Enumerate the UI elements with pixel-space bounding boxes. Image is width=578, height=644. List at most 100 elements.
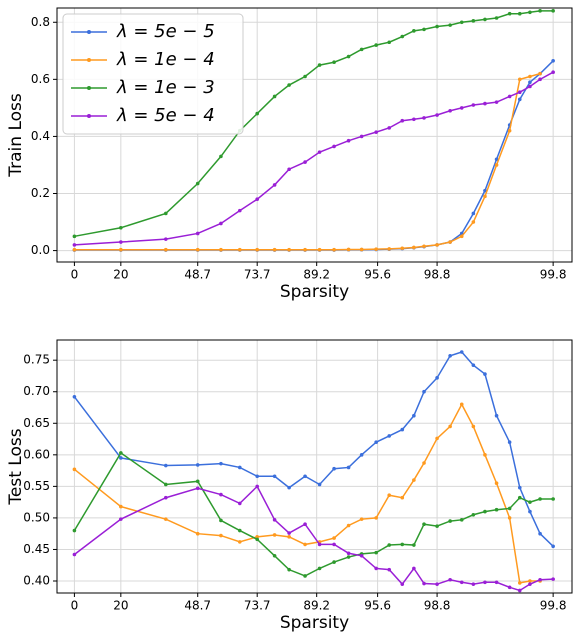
data-point	[387, 247, 392, 251]
data-point	[119, 247, 123, 252]
data-point	[387, 543, 392, 547]
data-point	[119, 225, 123, 230]
series-line	[73, 351, 554, 547]
data-point	[471, 582, 476, 586]
data-point	[72, 234, 77, 239]
data-point	[507, 11, 512, 16]
data-point	[332, 466, 336, 471]
x-tick-label: 99.8	[540, 268, 567, 282]
data-point	[507, 94, 512, 99]
data-point	[528, 74, 532, 79]
series-line	[74, 10, 554, 238]
data-point	[528, 10, 532, 15]
x-tick-label: 20	[113, 268, 128, 282]
data-point	[219, 461, 223, 466]
data-point	[317, 150, 322, 154]
x-tick-label: 98.8	[424, 599, 451, 613]
data-point	[528, 80, 532, 85]
data-point	[448, 353, 452, 358]
data-point	[164, 247, 168, 252]
data-point	[359, 247, 364, 252]
data-point	[287, 485, 291, 490]
y-tick-label: 0.8	[31, 15, 50, 29]
data-point	[422, 522, 426, 527]
data-point	[435, 24, 439, 29]
data-point	[287, 567, 291, 572]
data-point	[483, 194, 487, 199]
data-point	[374, 247, 378, 251]
data-point	[317, 566, 322, 571]
data-point	[374, 550, 378, 555]
x-tick-label: 89.2	[303, 599, 330, 613]
data-point	[435, 113, 439, 117]
data-point	[237, 208, 242, 213]
x-tick-label: 98.8	[424, 268, 451, 282]
data-point	[538, 577, 542, 582]
data-point	[303, 74, 307, 79]
legend-box	[62, 13, 244, 135]
data-point	[387, 126, 392, 130]
data-point	[435, 243, 439, 247]
data-point	[471, 211, 476, 216]
data-point	[448, 240, 452, 244]
data-point	[346, 54, 351, 59]
data-point	[538, 497, 542, 501]
data-point	[359, 47, 364, 52]
data-point	[72, 467, 77, 472]
data-point	[272, 94, 277, 99]
data-point	[459, 580, 464, 585]
data-point	[412, 543, 416, 547]
data-point	[435, 376, 439, 380]
data-point	[412, 29, 416, 33]
data-point	[287, 535, 291, 539]
data-point	[119, 240, 123, 244]
data-point	[507, 516, 512, 520]
data-point	[237, 540, 242, 544]
data-point	[459, 20, 464, 25]
x-tick-label: 48.7	[184, 268, 211, 282]
data-point	[517, 485, 522, 490]
data-point	[255, 247, 259, 252]
data-point	[507, 585, 512, 590]
data-point	[422, 116, 426, 120]
data-point	[400, 118, 405, 123]
x-tick-label: 95.6	[364, 599, 391, 613]
data-point	[195, 181, 200, 186]
data-point	[448, 108, 452, 113]
data-point	[400, 542, 405, 547]
x-tick-label: 73.7	[244, 268, 271, 282]
data-point	[287, 247, 291, 252]
data-point	[538, 71, 542, 76]
data-point	[72, 243, 77, 247]
data-point	[164, 237, 168, 241]
data-point	[422, 389, 426, 394]
data-point	[332, 60, 336, 65]
data-point	[346, 551, 351, 556]
data-point	[164, 482, 168, 487]
data-point	[412, 566, 416, 571]
data-point	[507, 128, 512, 133]
y-tick-label: 0.0	[31, 243, 50, 257]
x-axis-label: Sparsity	[280, 282, 349, 302]
data-point	[359, 134, 364, 139]
data-point	[483, 17, 487, 22]
data-point	[471, 424, 476, 429]
data-point	[528, 579, 532, 583]
data-point	[303, 542, 307, 547]
legend-label: λ = 1e − 3	[116, 77, 215, 98]
data-point	[517, 495, 522, 500]
data-point	[237, 465, 242, 470]
data-point	[507, 506, 512, 511]
data-point	[272, 247, 277, 252]
data-point	[422, 27, 426, 32]
data-point	[517, 77, 522, 82]
data-point	[317, 247, 322, 252]
data-point	[412, 413, 416, 418]
data-point	[317, 542, 322, 547]
y-tick-label: 0.6	[31, 72, 50, 86]
data-point	[164, 517, 168, 521]
data-point	[303, 160, 307, 164]
data-point	[448, 519, 452, 523]
data-point	[195, 463, 200, 467]
legend-label: λ = 5e − 5	[116, 21, 215, 42]
